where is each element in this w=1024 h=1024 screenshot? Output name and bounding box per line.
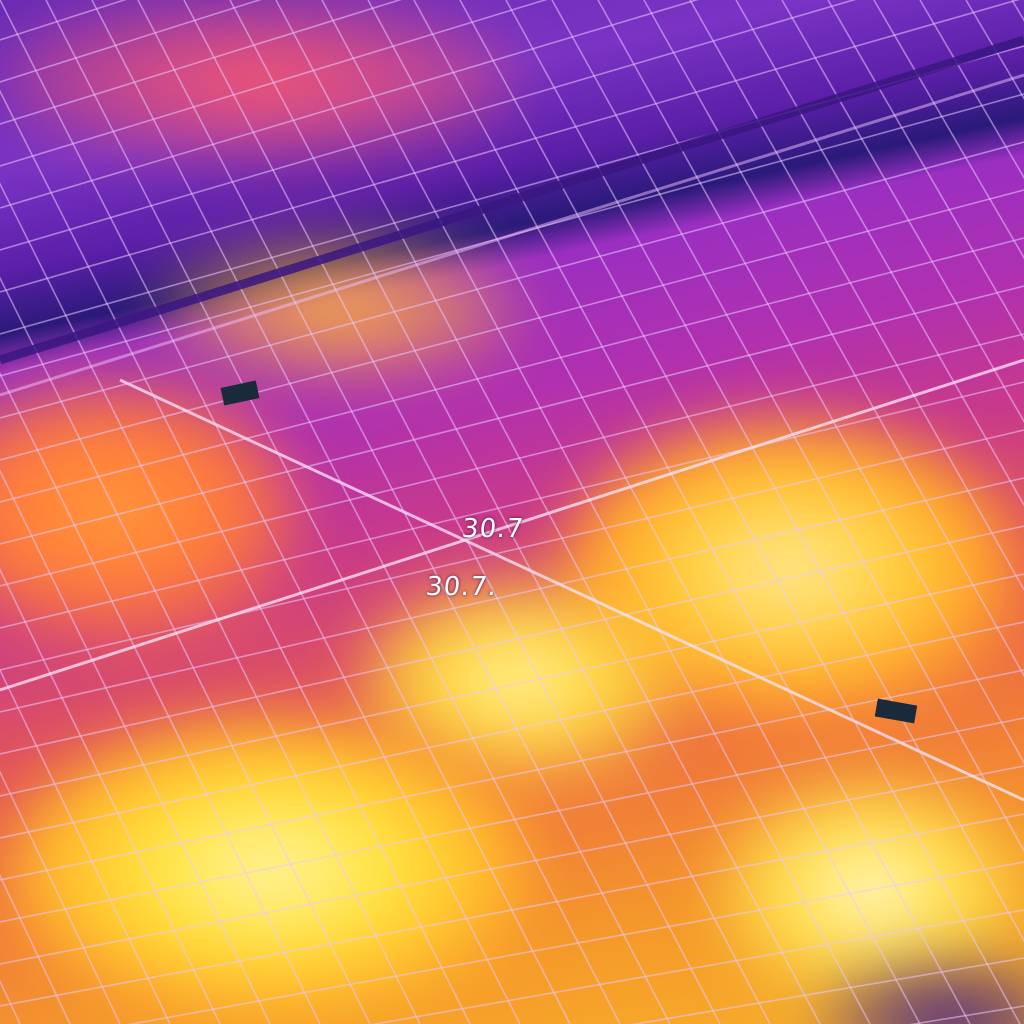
cell-column-line — [459, 0, 1021, 1024]
cell-column-line — [781, 0, 1024, 424]
cell-row-line — [370, 909, 1024, 1024]
cell-column-line — [505, 0, 1024, 943]
cell-column-line — [0, 372, 321, 1024]
cell-row-line — [127, 861, 1024, 1024]
cell-column-line — [0, 567, 221, 1024]
cell-column-line — [367, 0, 921, 1024]
cell-column-line — [91, 0, 621, 1024]
cell-column-line — [0, 874, 71, 1024]
junction-box — [874, 698, 918, 724]
cell-row-line — [0, 765, 1024, 965]
cell-row-line — [0, 669, 1024, 881]
panel-frame — [0, 35, 1024, 365]
cell-column-line — [873, 0, 1024, 260]
cell-row-line — [0, 429, 1024, 671]
hotspot — [160, 240, 520, 380]
cell-row-line — [0, 0, 402, 125]
cell-column-line — [0, 770, 121, 1024]
temperature-reading: 30.7 — [460, 514, 526, 544]
cell-row-line — [0, 621, 1024, 839]
cell-column-line — [0, 0, 521, 1024]
cell-row-line — [0, 189, 1024, 461]
cell-column-line — [45, 0, 571, 1024]
panel-seam — [0, 358, 1024, 692]
cell-column-line — [229, 0, 771, 1024]
hotspot — [0, 380, 300, 640]
cell-column-line — [1011, 0, 1024, 22]
cell-row-line — [0, 333, 1024, 587]
cell-row-line — [0, 0, 857, 251]
cell-column-line — [0, 276, 371, 1024]
cell-column-line — [551, 0, 1024, 853]
cell-column-line — [413, 0, 971, 1024]
cell-column-line — [0, 182, 421, 1024]
cell-row-line — [0, 285, 1024, 545]
cell-row-line — [630, 957, 1024, 1024]
temperature-reading: 30.7. — [424, 572, 499, 602]
cell-row-line — [0, 573, 1024, 797]
cell-column-line — [0, 668, 171, 1024]
panel-frame — [0, 73, 1024, 397]
cell-row-line — [0, 525, 1024, 755]
cell-column-line — [0, 469, 271, 1024]
cell-row-line — [0, 381, 1024, 629]
cell-column-line — [827, 0, 1024, 341]
cell-row-line — [0, 0, 1020, 293]
cell-column-line — [689, 0, 1024, 592]
cell-row-line — [0, 477, 1024, 713]
cell-column-line — [321, 0, 871, 1024]
cell-column-line — [735, 0, 1024, 507]
cell-row-line — [0, 237, 1024, 503]
cell-column-line — [643, 0, 1024, 678]
cell-row-line — [0, 0, 262, 83]
cell-column-line — [597, 0, 1024, 765]
cell-row-line — [0, 0, 548, 167]
cell-column-line — [0, 979, 21, 1024]
cell-column-line — [0, 89, 471, 1024]
cell-column-line — [183, 0, 721, 1024]
cell-row-line — [0, 141, 1024, 419]
cell-column-line — [919, 0, 1024, 180]
cell-row-line — [0, 717, 1024, 923]
cell-row-line — [0, 0, 699, 209]
panel-seam — [119, 378, 1024, 802]
junction-box — [220, 380, 260, 406]
